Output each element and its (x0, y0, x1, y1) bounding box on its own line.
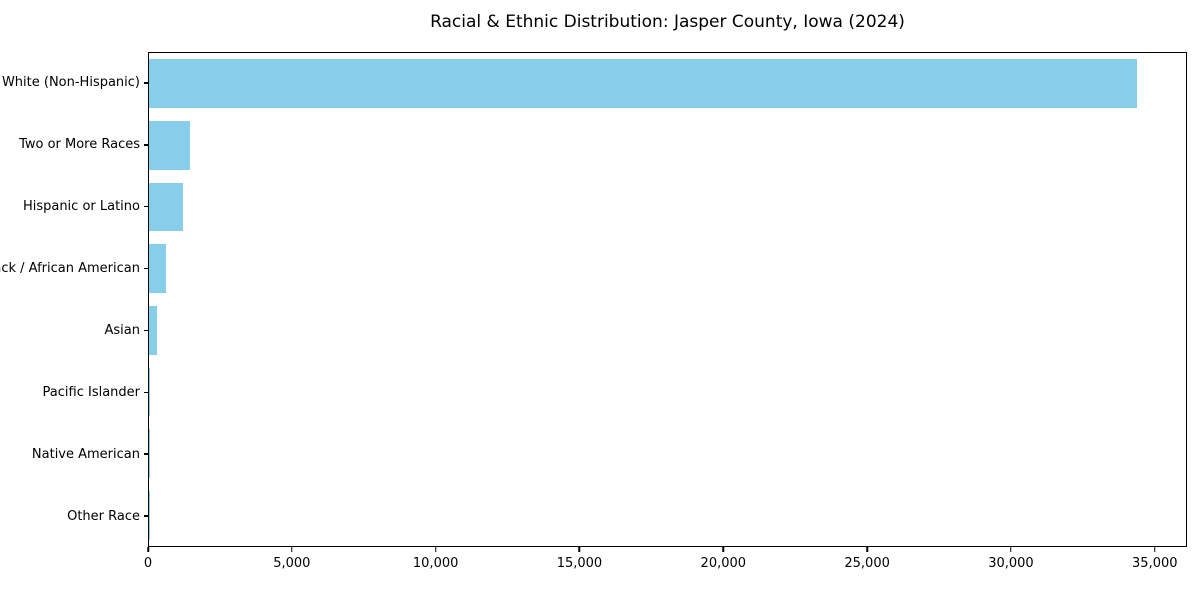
bar (149, 59, 1137, 109)
bar (149, 429, 150, 478)
x-tick-label: 35,000 (1132, 556, 1178, 571)
x-tick-mark (291, 547, 293, 552)
x-tick-mark (1154, 547, 1156, 552)
y-category-row: White (Non-Hispanic) (0, 52, 148, 114)
y-tick-mark (144, 144, 148, 146)
x-tick-label: 25,000 (844, 556, 890, 571)
bar-row (149, 423, 1186, 485)
y-tick-mark (144, 391, 148, 394)
x-tick-label: 5,000 (273, 556, 311, 571)
bar-row (149, 361, 1186, 423)
plot-area (148, 52, 1187, 547)
y-tick-mark (144, 267, 148, 270)
y-tick-label: Two or More Races (19, 137, 140, 153)
bar-row (149, 176, 1186, 238)
bar (149, 121, 191, 170)
bar (149, 244, 166, 294)
y-tick-mark (144, 205, 148, 208)
y-axis-labels: White (Non-Hispanic) Two or More Races His… (0, 52, 148, 547)
x-tick-label: 30,000 (988, 556, 1034, 571)
bar (149, 367, 151, 417)
x-tick-mark (866, 547, 868, 552)
y-category-row: Pacific Islander (0, 361, 148, 423)
x-tick-mark (722, 547, 725, 552)
x-tick-mark (578, 547, 581, 552)
y-tick-mark (144, 329, 148, 332)
y-tick-label: Asian (104, 322, 140, 338)
x-tick-label: 0 (143, 556, 153, 571)
bar (149, 182, 184, 232)
y-tick-mark (144, 453, 148, 455)
y-tick-mark (144, 515, 148, 517)
bar-row (149, 115, 1186, 177)
y-category-row: Other Race (0, 485, 148, 547)
y-category-row: Hispanic or Latino (0, 176, 148, 238)
bar-row (149, 300, 1186, 362)
x-tick-label: 15,000 (556, 556, 603, 571)
bar-row (149, 484, 1186, 546)
x-tick-label: 20,000 (700, 556, 747, 571)
x-axis: 0 5,000 10,000 15,000 20,000 25,000 30,000 35,0… (144, 547, 1187, 592)
y-tick-label: Other Race (67, 508, 140, 524)
y-tick-label: White (Non-Hispanic) (1, 75, 140, 91)
y-category-row: Two or More Races (0, 114, 148, 176)
x-tick-label: 10,000 (412, 556, 459, 571)
y-tick-label: Pacific Islander (42, 384, 140, 400)
bar-row (149, 53, 1186, 115)
x-tick-mark (147, 547, 149, 552)
bar-row (149, 238, 1186, 300)
x-tick-mark (1010, 547, 1012, 552)
y-tick-label: Native American (31, 446, 140, 462)
bar (149, 305, 157, 355)
y-tick-label: Black / African American (0, 261, 140, 277)
chart-title: Racial & Ethnic Distribution: Jasper Cou… (430, 12, 905, 32)
y-category-row: Black / African American (0, 238, 148, 300)
y-category-row: Native American (0, 423, 148, 485)
x-tick-mark (434, 547, 437, 552)
y-category-row: Asian (0, 300, 148, 362)
y-tick-mark (144, 82, 148, 84)
y-tick-label: Hispanic or Latino (22, 199, 140, 215)
